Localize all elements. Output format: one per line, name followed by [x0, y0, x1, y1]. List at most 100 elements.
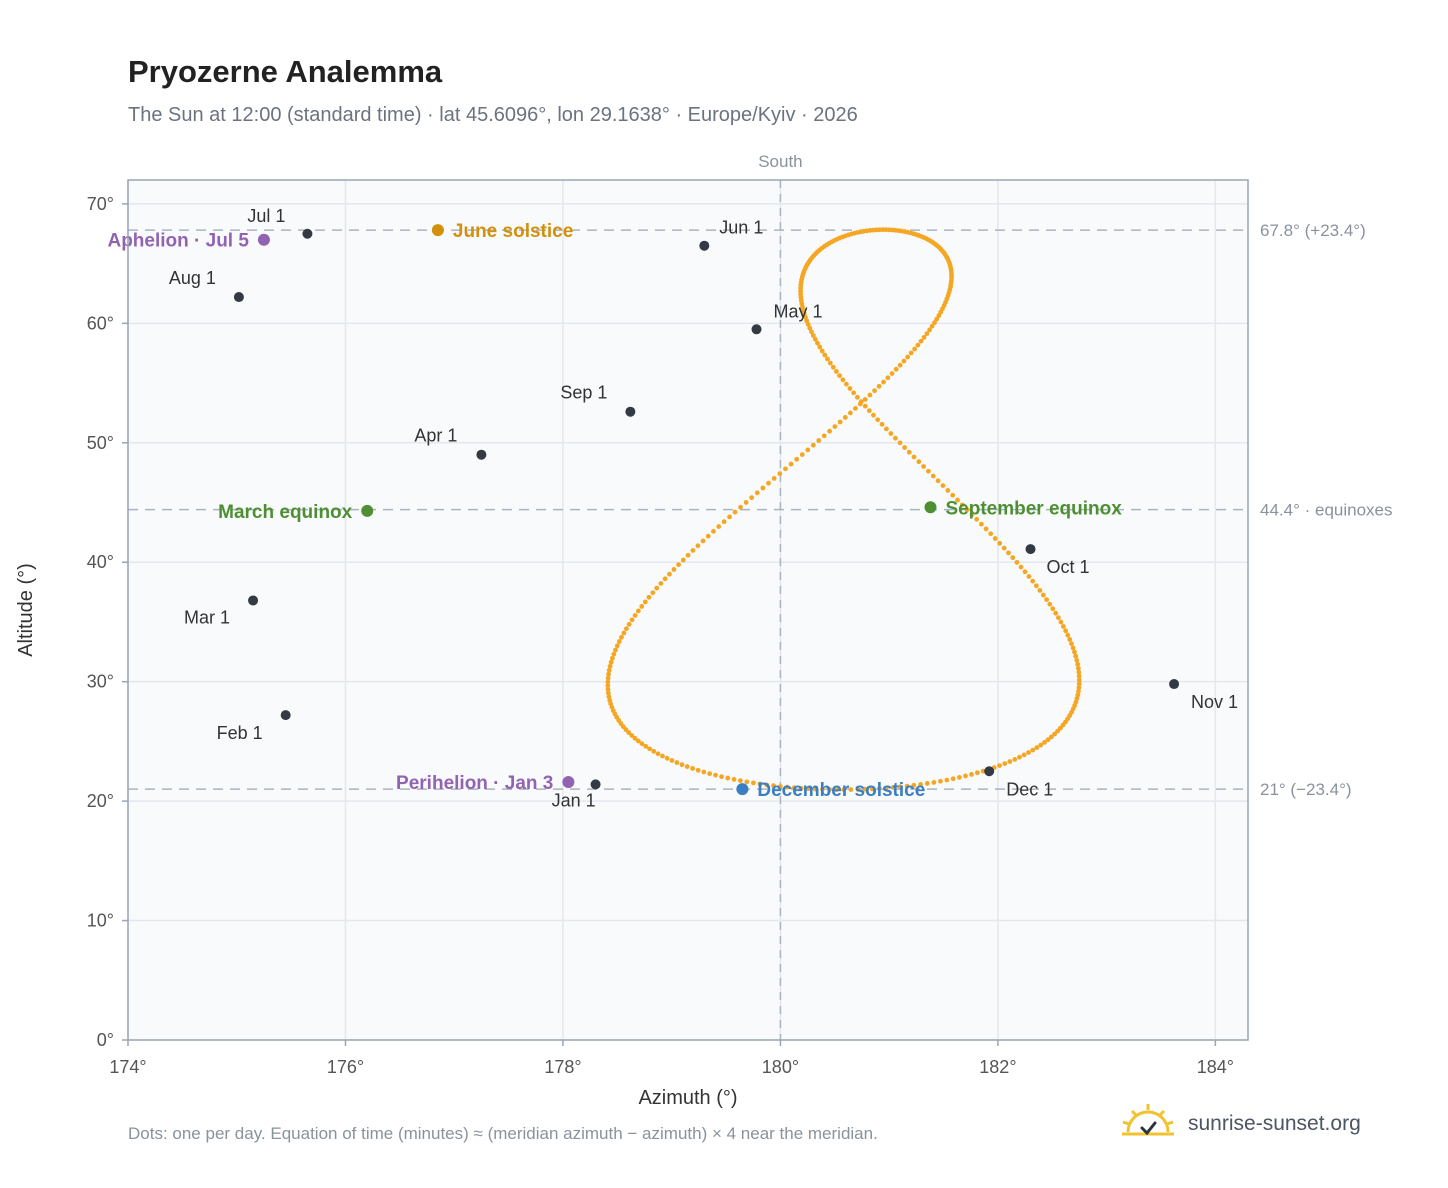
daily-sun-dot [632, 613, 638, 618]
daily-sun-dot [1037, 588, 1043, 593]
daily-sun-dot [1001, 545, 1007, 551]
daily-sun-dot [777, 784, 783, 789]
daily-sun-dot [1026, 750, 1031, 755]
daily-sun-dot [955, 497, 960, 503]
daily-sun-dot [969, 772, 974, 777]
reference-line-label: 67.8° (+23.4°) [1260, 221, 1366, 240]
daily-sun-dot [621, 630, 627, 636]
analemma-curve [605, 227, 1082, 793]
daily-sun-dot [840, 377, 846, 383]
daily-sun-dot [841, 787, 847, 793]
daily-sun-dot [815, 340, 820, 346]
daily-sun-dot [629, 733, 635, 738]
daily-sun-dot [685, 552, 691, 558]
daily-sun-dot [843, 381, 849, 387]
axis-ticks: 174° 176° 178° 180° 182° 184° 0° 10° 20° 30° 40° 50… [87, 194, 1234, 1077]
daily-sun-dot [827, 360, 833, 366]
daily-sun-dot [1045, 737, 1051, 743]
daily-sun-dot [1055, 615, 1061, 621]
x-tick-label: 176° [327, 1057, 364, 1077]
daily-sun-dot [848, 410, 853, 416]
daily-sun-dot [647, 746, 653, 752]
daily-sun-dot [794, 456, 800, 462]
date-markers: Jan 1 Feb 1 Mar 1 Apr 1 May 1 Jun 1 Jul 1 Aug 1… [107, 206, 1238, 811]
daily-sun-dot [1065, 632, 1071, 638]
daily-sun-dot [624, 626, 629, 632]
sun-logo-icon [1122, 1104, 1174, 1136]
daily-sun-dot [1002, 761, 1008, 767]
daily-sun-dot [605, 675, 611, 681]
daily-sun-dot [1076, 681, 1082, 687]
y-axis-label: Altitude (°) [15, 563, 37, 657]
daily-sun-dot [1047, 601, 1053, 607]
daily-sun-dot [632, 735, 638, 741]
daily-sun-dot [997, 763, 1002, 769]
daily-sun-dot [912, 346, 918, 352]
daily-sun-dot [988, 531, 994, 537]
daily-sun-dot [931, 779, 937, 785]
month-marker-label: Jul 1 [247, 206, 285, 226]
daily-sun-dot [784, 784, 790, 790]
daily-sun-dot [716, 524, 722, 529]
daily-sun-dot [605, 687, 611, 692]
x-tick-label: 182° [979, 1057, 1016, 1077]
event-marker-label: June solstice [453, 221, 573, 242]
month-marker [984, 766, 995, 777]
daily-sun-dot [1030, 747, 1036, 753]
daily-sun-dot [727, 514, 732, 520]
month-marker-label: Jan 1 [552, 790, 596, 810]
daily-sun-dot [883, 785, 889, 791]
daily-sun-dot [869, 786, 875, 792]
daily-sun-dot [862, 786, 868, 792]
daily-sun-dot [817, 344, 823, 350]
daily-sun-dot [680, 557, 686, 563]
y-tick-label: 50° [87, 433, 114, 453]
event-marker [431, 224, 444, 237]
daily-sun-dot [639, 741, 645, 747]
daily-sun-dot [997, 540, 1003, 546]
month-marker-label: Aug 1 [169, 268, 216, 288]
daily-sun-dot [1072, 649, 1077, 655]
month-marker [280, 710, 291, 721]
daily-sun-dot [950, 776, 956, 782]
daily-sun-dot [847, 386, 853, 391]
daily-sun-dot [660, 753, 665, 759]
daily-sun-dot [1055, 728, 1061, 734]
daily-sun-dot [711, 528, 716, 534]
daily-sun-dot [743, 500, 749, 505]
daily-sun-dot [721, 519, 727, 525]
daily-sun-dot [1033, 583, 1039, 589]
daily-sun-dot [731, 777, 737, 782]
daily-sun-dot [944, 777, 950, 783]
daily-sun-dot [695, 543, 701, 549]
month-marker-label: Mar 1 [184, 607, 230, 627]
daily-sun-dot [809, 329, 814, 335]
daily-sun-dot [908, 350, 914, 356]
daily-sun-dot [1069, 641, 1074, 647]
daily-sun-dot [904, 783, 910, 789]
daily-sun-dot [906, 449, 912, 455]
brand[interactable]: sunrise-sunset.org [1120, 1102, 1361, 1146]
daily-sun-dot [654, 585, 660, 591]
daily-sun-dot [934, 316, 940, 322]
daily-sun-dot [889, 371, 895, 376]
daily-sun-dot [959, 502, 965, 508]
daily-sun-dot [771, 476, 777, 481]
daily-sun-dot [1075, 661, 1081, 667]
event-marker-label: March equinox [218, 502, 353, 523]
daily-sun-dot [832, 424, 838, 429]
daily-sun-dot [918, 782, 924, 787]
daily-sun-dot [1007, 759, 1013, 764]
daily-sun-dot [969, 512, 975, 517]
daily-sun-dot [830, 364, 836, 370]
daily-sun-dot [1017, 754, 1022, 760]
daily-sun-dot [1034, 745, 1040, 750]
daily-sun-dot [1049, 734, 1054, 740]
daily-sun-dot [833, 369, 839, 374]
daily-sun-dot [658, 581, 664, 586]
daily-sun-dot [609, 655, 615, 661]
daily-sun-dot [1076, 688, 1081, 694]
daily-sun-dot [964, 507, 970, 513]
month-marker [233, 292, 244, 303]
month-marker [590, 779, 601, 790]
